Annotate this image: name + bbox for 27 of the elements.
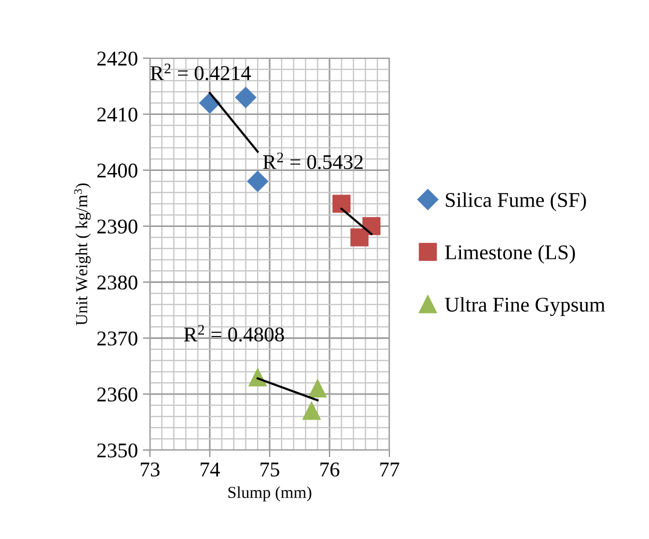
point [235,86,256,108]
point [362,217,380,236]
y-tick-label: 2380 [97,276,138,290]
y-tick-label: 2360 [97,387,138,402]
x-tick-label: 76 [320,462,340,477]
legend-label: Ultra Fine Gypsum [444,297,606,316]
point [332,194,351,213]
point [302,402,321,420]
legend-label: Silica Fume (SF) [446,192,586,212]
x-tick-label: 74 [200,462,220,476]
y-tick-label: 2410 [97,108,138,122]
x-tick-label: 75 [260,462,280,477]
legend-label: Limestone (LS) [445,244,575,264]
annotation: R$^{2}$ = 0.4214 [150,64,251,80]
y-tick-label: 2370 [97,331,138,346]
point [308,379,327,398]
y-tick-label: 2420 [97,52,138,66]
y-tick-label: 2390 [97,220,138,234]
y-axis-title: Unit Weight ( kg/m$^{3}$) [74,183,91,326]
point [247,170,268,192]
annotation: R$^{2}$ = 0.5432 [263,152,363,170]
y-tick-label: 2400 [97,164,138,178]
annotation: R$^{2}$ = 0.4808 [184,324,284,342]
y-tick-label: 2350 [97,443,138,458]
x-tick-label: 77 [380,462,400,476]
x-axis-title: Slump (mm) [228,486,312,502]
x-tick-label: 73 [140,462,160,477]
